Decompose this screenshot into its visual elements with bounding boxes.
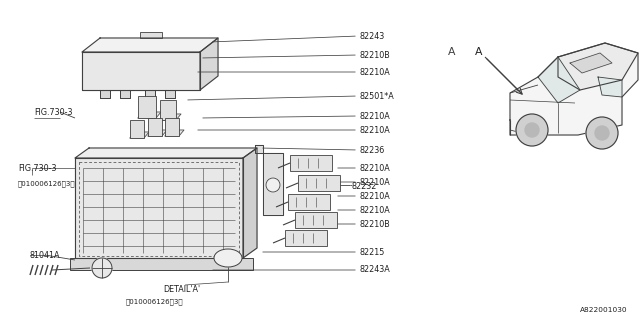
Polygon shape [200, 38, 218, 90]
Polygon shape [598, 77, 622, 97]
Bar [148, 118, 162, 136]
Bar [70, 258, 253, 270]
Bar [288, 194, 330, 210]
Ellipse shape [214, 249, 242, 267]
Bar [100, 90, 110, 98]
Polygon shape [558, 43, 638, 90]
Text: 82210B: 82210B [360, 220, 391, 228]
Text: DETAIL'A': DETAIL'A' [163, 285, 200, 294]
Polygon shape [82, 52, 200, 90]
Text: FIG.730-3: FIG.730-3 [18, 164, 56, 172]
Circle shape [525, 123, 539, 137]
Text: 82210A: 82210A [360, 205, 391, 214]
Polygon shape [75, 158, 243, 258]
Polygon shape [165, 130, 184, 136]
Text: FIG.730-3: FIG.730-3 [34, 108, 72, 116]
Bar [285, 230, 327, 246]
Text: Ⓑ010006126（3）: Ⓑ010006126（3） [126, 299, 184, 305]
Bar [298, 175, 340, 191]
Circle shape [516, 114, 548, 146]
Text: 82243: 82243 [360, 31, 385, 41]
Bar [100, 90, 110, 98]
Bar [130, 120, 144, 138]
Polygon shape [82, 38, 218, 52]
Text: 81041A: 81041A [30, 251, 61, 260]
Bar [290, 155, 332, 171]
Text: A: A [475, 47, 483, 57]
Polygon shape [510, 43, 638, 135]
Bar [160, 100, 176, 120]
Polygon shape [255, 145, 283, 215]
Polygon shape [243, 148, 257, 258]
Circle shape [266, 178, 280, 192]
Text: 82210A: 82210A [360, 164, 391, 172]
Bar [145, 90, 155, 98]
Polygon shape [160, 114, 181, 120]
Polygon shape [538, 57, 580, 103]
Text: 82210A: 82210A [360, 125, 391, 134]
Text: A822001030: A822001030 [580, 307, 628, 313]
Bar [138, 96, 156, 118]
Text: 82210A: 82210A [360, 111, 391, 121]
Polygon shape [75, 148, 257, 158]
Text: 82210A: 82210A [360, 191, 391, 201]
Text: 82210A: 82210A [360, 68, 391, 76]
Polygon shape [148, 130, 167, 136]
Bar [145, 90, 155, 98]
Circle shape [595, 126, 609, 140]
Text: Ⓑ010006126（3）: Ⓑ010006126（3） [18, 181, 76, 187]
Text: 82236: 82236 [360, 146, 385, 155]
Bar [120, 90, 130, 98]
Bar [140, 32, 162, 38]
Bar [165, 90, 175, 98]
Bar [120, 90, 130, 98]
Text: A: A [448, 47, 456, 57]
Polygon shape [138, 112, 161, 118]
Text: 82215: 82215 [360, 247, 385, 257]
Bar [165, 90, 175, 98]
Circle shape [586, 117, 618, 149]
Circle shape [92, 258, 112, 278]
Text: 82232: 82232 [352, 181, 378, 190]
Text: 82210B: 82210B [360, 51, 391, 60]
Polygon shape [570, 53, 612, 73]
Polygon shape [130, 132, 149, 138]
Text: 82210A: 82210A [360, 178, 391, 187]
Bar [295, 212, 337, 228]
Bar [165, 118, 179, 136]
Text: 82501*A: 82501*A [360, 92, 395, 100]
Text: 82243A: 82243A [360, 266, 391, 275]
